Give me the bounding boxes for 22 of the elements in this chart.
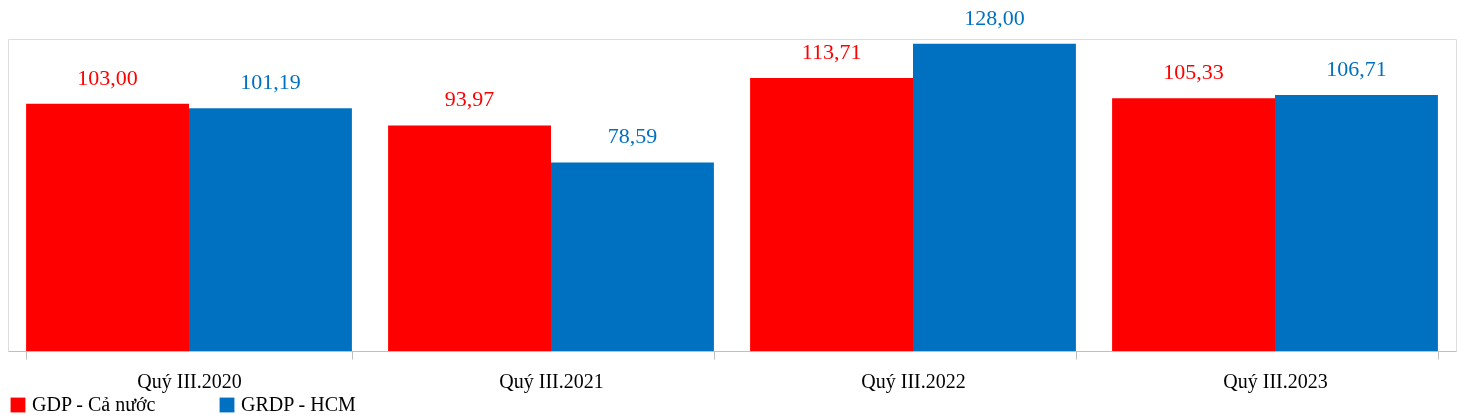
x-tick-label: Quý III.2022 <box>861 369 966 393</box>
bar <box>388 125 551 351</box>
bar <box>750 78 913 351</box>
x-tick-label: Quý III.2021 <box>499 369 604 393</box>
bar <box>551 162 714 351</box>
x-tick-label: Quý III.2020 <box>137 369 242 393</box>
bar <box>189 108 352 351</box>
data-label: 78,59 <box>607 123 658 149</box>
data-label: 103,00 <box>77 64 138 90</box>
data-label: 106,71 <box>1326 55 1387 81</box>
bar <box>913 43 1076 351</box>
legend-label: GRDP - HCM <box>241 393 357 415</box>
bar <box>26 103 189 351</box>
legend-label: GDP - Cả nước <box>32 393 156 415</box>
data-label: 105,33 <box>1163 59 1224 85</box>
data-label: 113,71 <box>801 39 862 65</box>
data-label: 128,00 <box>964 4 1025 30</box>
x-tick-label: Quý III.2023 <box>1223 369 1328 393</box>
data-label: 93,97 <box>444 86 495 112</box>
bar <box>1112 98 1275 351</box>
data-label: 101,19 <box>240 69 301 95</box>
bar <box>1275 94 1438 351</box>
